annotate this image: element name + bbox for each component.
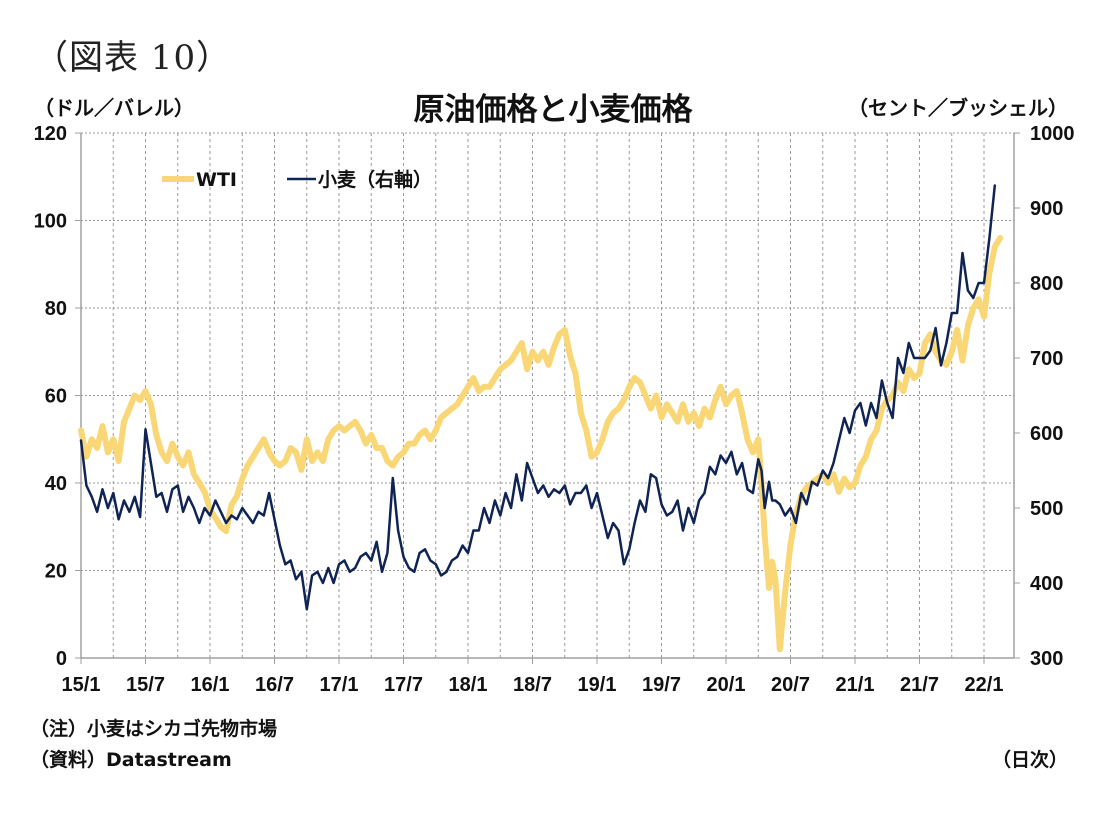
figure-label: （図表 10） bbox=[34, 38, 232, 78]
footnote: （注）小麦はシカゴ先物市場 bbox=[30, 718, 278, 740]
right-tick-label: 500 bbox=[1030, 498, 1063, 520]
left-tick-label: 80 bbox=[45, 298, 67, 320]
right-tick-label: 300 bbox=[1030, 648, 1063, 670]
x-tick-label: 18/7 bbox=[513, 674, 552, 696]
x-tick-label: 17/1 bbox=[320, 674, 359, 696]
right-tick-label: 1000 bbox=[1030, 123, 1075, 145]
right-tick-label: 800 bbox=[1030, 273, 1063, 295]
left-tick-label: 40 bbox=[45, 473, 67, 495]
series-wti-line bbox=[78, 235, 1004, 653]
frequency-note: （日次） bbox=[991, 749, 1068, 771]
series-group bbox=[78, 184, 1004, 653]
x-tick-label: 16/1 bbox=[191, 674, 230, 696]
left-tick-label: 120 bbox=[34, 123, 67, 145]
x-tick-label: 21/1 bbox=[836, 674, 875, 696]
x-tick-label: 18/1 bbox=[449, 674, 488, 696]
x-tick-label: 22/1 bbox=[965, 674, 1004, 696]
x-tick-label: 19/1 bbox=[578, 674, 617, 696]
right-tick-label: 600 bbox=[1030, 423, 1063, 445]
series-wheat-line bbox=[79, 184, 997, 611]
gridlines bbox=[81, 132, 1014, 658]
right-tick-label: 900 bbox=[1030, 198, 1063, 220]
x-tick-label: 20/7 bbox=[771, 674, 810, 696]
legend-wheat-label: 小麦（右軸） bbox=[318, 168, 432, 191]
left-tick-label: 0 bbox=[56, 648, 67, 670]
x-tick-label: 21/7 bbox=[900, 674, 939, 696]
x-tick-label: 19/7 bbox=[642, 674, 681, 696]
x-tick-label: 15/7 bbox=[126, 674, 165, 696]
left-tick-label: 20 bbox=[45, 561, 67, 583]
right-axis-unit: （セント／ブッシェル） bbox=[848, 96, 1068, 120]
x-tick-label: 20/1 bbox=[707, 674, 746, 696]
left-tick-label: 60 bbox=[45, 386, 67, 408]
x-tick-label: 15/1 bbox=[62, 674, 101, 696]
left-tick-label: 100 bbox=[34, 211, 67, 233]
left-axis-unit: （ドル／バレル） bbox=[34, 96, 194, 120]
axes: 0 20 40 60 80 100 120 300 400 500 600 700 800 900 1000… bbox=[34, 123, 1075, 696]
legend-wti-label: WTI bbox=[196, 169, 237, 191]
source-note: （資料）Datastream bbox=[30, 749, 232, 771]
x-tick-label: 17/7 bbox=[384, 674, 423, 696]
right-tick-label: 700 bbox=[1030, 348, 1063, 370]
legend: WTI 小麦（右軸） bbox=[162, 168, 432, 191]
x-tick-label: 16/7 bbox=[255, 674, 294, 696]
chart-title: 原油価格と小麦価格 bbox=[413, 92, 693, 128]
right-tick-label: 400 bbox=[1030, 573, 1063, 595]
